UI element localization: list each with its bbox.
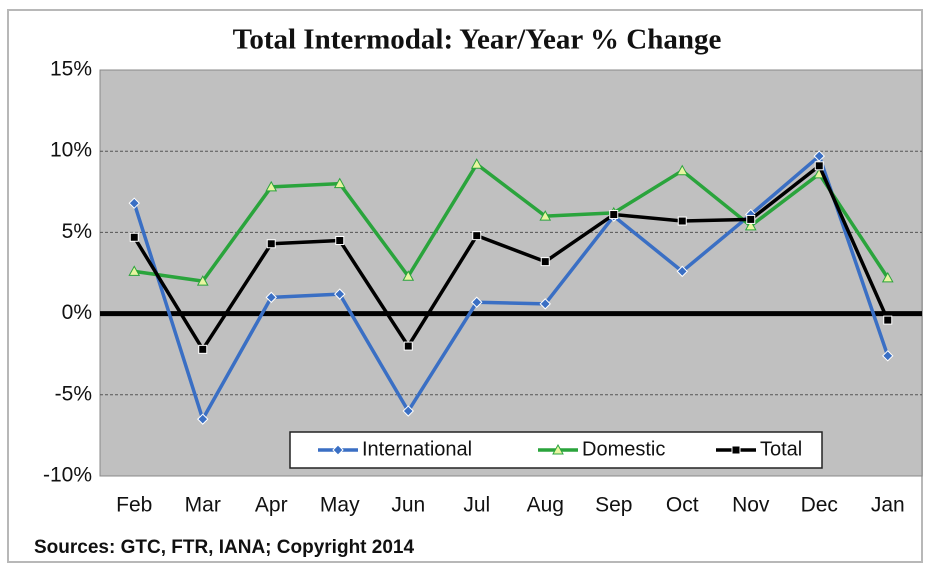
legend-label: Total [760, 438, 802, 460]
marker [813, 150, 825, 162]
marker [128, 265, 141, 276]
legend-marker [332, 444, 344, 456]
y-tick-label: 0% [62, 301, 92, 324]
x-tick-label: Jul [463, 494, 490, 517]
marker [265, 291, 277, 304]
series-line [132, 164, 890, 352]
marker [402, 270, 415, 281]
marker [472, 231, 482, 241]
x-tick-label: Oct [666, 494, 699, 517]
marker [676, 164, 689, 176]
marker [334, 288, 346, 300]
marker [197, 413, 209, 425]
marker [881, 271, 894, 283]
marker [540, 257, 550, 267]
marker [335, 236, 345, 246]
y-tick-label: -5% [55, 382, 92, 405]
legend: International Domestic Total [289, 431, 823, 469]
marker [609, 210, 619, 220]
x-tick-label: Nov [732, 494, 770, 517]
marker [539, 298, 551, 310]
x-tick-label: Sep [595, 494, 632, 517]
y-tick-label: 10% [50, 139, 92, 162]
marker [676, 265, 688, 278]
marker [198, 344, 208, 354]
marker [746, 214, 756, 224]
marker [883, 315, 893, 325]
x-tick-label: Jun [391, 494, 425, 517]
marker [129, 232, 139, 242]
series-line [134, 162, 890, 283]
y-tick-label: 15% [50, 58, 92, 81]
y-tick-label: 5% [62, 220, 92, 243]
marker [403, 341, 413, 351]
marker [333, 177, 346, 189]
marker [814, 161, 824, 171]
marker [402, 405, 414, 417]
x-tick-label: Aug [527, 494, 564, 517]
legend-marker [731, 445, 741, 455]
x-tick-label: May [320, 494, 360, 517]
x-tick-label: Apr [255, 494, 288, 517]
source-note: Sources: GTC, FTR, IANA; Copyright 2014 [34, 537, 414, 558]
legend-label: Domestic [582, 438, 665, 460]
series-line [132, 154, 890, 421]
marker [539, 210, 552, 221]
marker [471, 296, 483, 308]
plot-area [99, 69, 923, 477]
legend-marker [552, 443, 564, 455]
x-tick-label: Dec [801, 494, 838, 517]
x-tick-label: Jan [871, 494, 905, 517]
marker [470, 158, 483, 169]
chart-title: Total Intermodal: Year/Year % Change [233, 24, 722, 56]
marker [266, 239, 276, 249]
x-tick-label: Mar [185, 494, 221, 517]
legend-label: International [362, 438, 472, 460]
marker [744, 219, 757, 231]
marker [882, 350, 894, 362]
y-tick-label: -10% [43, 464, 92, 487]
marker [196, 275, 209, 286]
x-tick-label: Feb [116, 494, 152, 517]
marker [128, 197, 140, 209]
marker [265, 180, 278, 192]
marker [677, 216, 687, 226]
